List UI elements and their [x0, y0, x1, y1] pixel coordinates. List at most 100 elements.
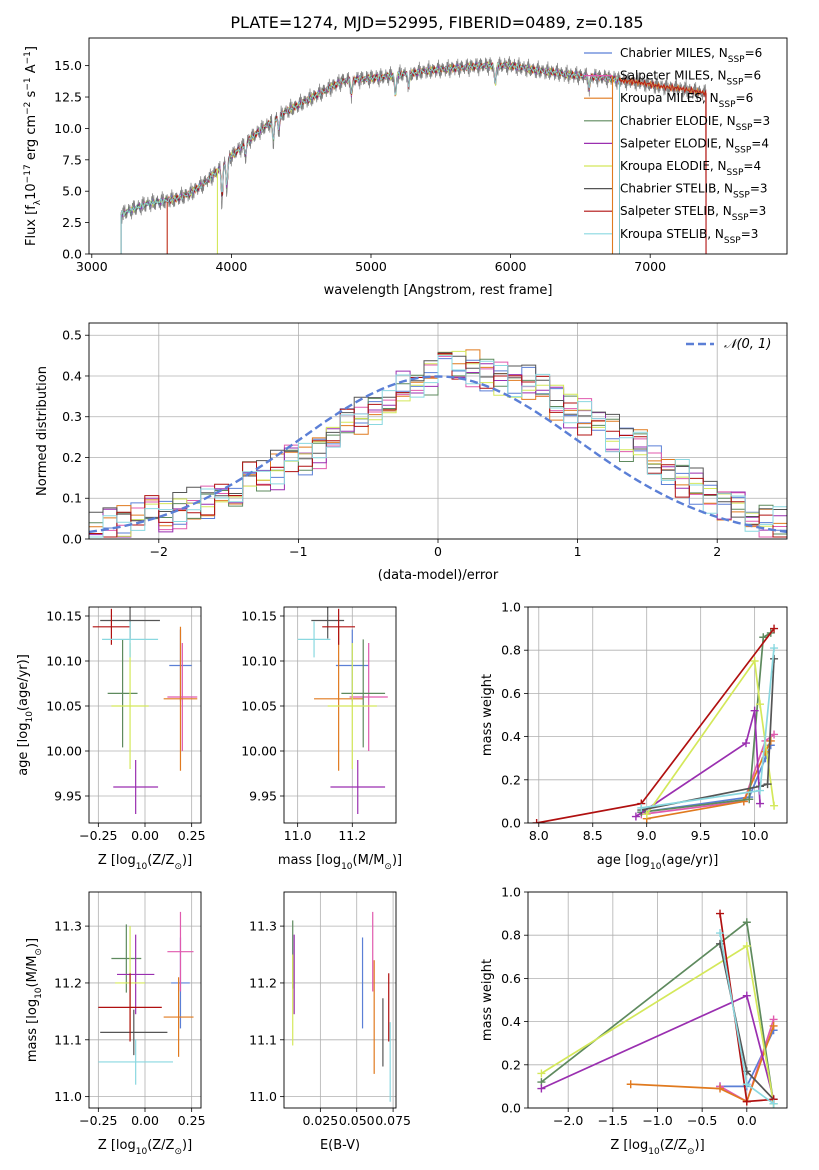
x-tick-label: 11.2	[338, 828, 366, 843]
legend-entry: Salpeter MILES, NSSP=6	[620, 69, 761, 88]
y-tick-label: 0.2	[501, 1057, 521, 1072]
mass-weight-marker	[750, 657, 759, 665]
plot-frame	[88, 891, 202, 1109]
y-axis-label-part: A	[24, 64, 39, 77]
y-axis-label-part: −17	[23, 164, 33, 183]
mass-weight-marker	[770, 644, 779, 653]
mass-weight-marker	[770, 801, 779, 810]
legend-entry: Kroupa ELODIE, NSSP=4	[620, 159, 761, 178]
age-vs-metallicity-panel: −0.25 0.00 0.25 9.95 10.00 10.05 10.10 10.15 Z […	[16, 606, 206, 872]
x-axis-label-part: )]	[182, 853, 192, 868]
y-tick-label: 10.00	[241, 744, 277, 759]
y-tick-label: 0.0	[501, 1101, 521, 1116]
y-tick-label: 0.2	[501, 772, 521, 787]
y-tick-label: 0.0	[501, 816, 521, 831]
x-axis-label-part: 10	[136, 1147, 148, 1157]
x-tick-label: 11.0	[284, 828, 312, 843]
x-tick-label: 2	[713, 544, 721, 559]
mass-weight-line	[630, 1025, 775, 1103]
x-axis-label-part: )]	[695, 1138, 705, 1153]
mass-weight-marker	[537, 1069, 546, 1078]
y-tick-label: 0.6	[501, 686, 521, 701]
x-tick-label: 10.0	[741, 828, 769, 843]
x-tick-label: 3000	[76, 259, 108, 274]
mass-weight-marker	[742, 1097, 751, 1106]
x-axis-label: wavelength [Angstrom, rest frame]	[324, 283, 553, 298]
x-tick-label: −2	[150, 544, 168, 559]
plot-frame	[283, 891, 397, 1109]
plot-frame	[527, 891, 788, 1109]
mass-weight-marker	[716, 1084, 725, 1093]
legend-entry-part: =3	[752, 114, 770, 128]
mass-weight-vs-age-panel: 8.0 8.5 9.0 9.5 10.0 0.0 0.2 0.4 0.6 0.8 1.0 mass w…	[480, 600, 788, 872]
x-tick-label: −0.25	[79, 1113, 117, 1128]
legend-entry-part: SSP	[719, 100, 736, 110]
legend-entry-part: SSP	[733, 191, 750, 201]
y-tick-label: 0.3	[62, 409, 82, 424]
y-axis-label-part: λ	[33, 199, 43, 205]
y-tick-label: 11.0	[54, 1089, 82, 1104]
x-axis-label-part: (M/M	[353, 853, 385, 868]
x-tick-label: 0.25	[178, 1113, 206, 1128]
x-axis-label: E(B-V)	[320, 1138, 360, 1153]
x-tick-label: 0.25	[178, 828, 206, 843]
x-axis-label: Z [log10(Z/Z⊙)]	[610, 1138, 704, 1157]
x-tick-label: −2.0	[553, 1113, 583, 1128]
legend-entry-part: SSP	[734, 145, 751, 155]
mass-weight-marker	[756, 700, 765, 709]
legend-entry-part: SSP	[732, 213, 749, 223]
legend-entry-part: Chabrier ELODIE, N	[620, 114, 736, 128]
legend-entry-part: SSP	[727, 78, 744, 88]
x-axis-label-part: (age/yr)]	[661, 853, 718, 868]
mass-weight-line	[646, 658, 775, 815]
mass-weight-marker	[742, 1080, 751, 1089]
x-axis-label-part: (Z/Z	[660, 1138, 687, 1153]
x-tick-label: 0.00	[131, 828, 159, 843]
mass-vs-extinction-panel: 0.025 0.050 0.075 11.0 11.1 11.2 11.3 E(B-V)	[249, 891, 411, 1153]
y-tick-label: 0.8	[501, 928, 521, 943]
mass-weight-line	[646, 740, 772, 820]
y-axis-label-part: −2	[23, 102, 33, 115]
mass-weight-marker	[631, 812, 640, 821]
mass-weight-marker	[756, 786, 765, 795]
x-axis-label-part: E(B-V)	[320, 1138, 360, 1153]
x-tick-label: −0.25	[79, 828, 117, 843]
y-axis-label-part: ]	[24, 46, 39, 51]
mass-weight-marker	[637, 803, 646, 812]
y-axis-label: Normed distribution	[35, 366, 50, 496]
legend-entry-part: =3	[749, 204, 767, 218]
legend-entry-part: Kroupa ELODIE, N	[620, 159, 727, 173]
legend-entry: Chabrier STELIB, NSSP=3	[620, 182, 768, 201]
y-axis-label-part: (age/yr)]	[16, 654, 31, 711]
y-tick-label: 0.6	[501, 971, 521, 986]
x-tick-label: −1	[289, 544, 307, 559]
mass-weight-marker	[741, 739, 750, 748]
legend-entry-part: Salpeter ELODIE, N	[620, 136, 734, 150]
y-tick-label: 11.1	[54, 1032, 82, 1047]
x-axis-label: Z [log10(Z/Z⊙)]	[98, 1138, 192, 1157]
x-axis-label: age [log10(age/yr)]	[597, 853, 719, 872]
y-tick-label: 5.0	[62, 184, 82, 199]
x-axis-label-part: 10	[341, 862, 353, 872]
y-tick-label: 10.15	[46, 609, 82, 624]
x-tick-label: 8.0	[529, 828, 549, 843]
legend-entry-part: Salpeter MILES, N	[620, 69, 727, 83]
y-axis-label-part: 10	[34, 987, 44, 999]
x-tick-label: −0.5	[687, 1113, 717, 1128]
legend-entry-part: Kroupa MILES, N	[620, 91, 719, 105]
x-axis-label-part: age [log	[597, 853, 650, 868]
y-tick-label: 15.0	[54, 58, 82, 73]
y-axis-label-part: 10	[25, 711, 35, 723]
figure-title: PLATE=1274, MJD=52995, FIBERID=0489, z=0…	[230, 13, 643, 32]
x-axis-label-part: ⊙	[687, 1147, 695, 1157]
y-axis-label-part: −1	[23, 77, 33, 90]
x-tick-label: 0.00	[131, 1113, 159, 1128]
y-axis-label-part: s	[24, 90, 39, 101]
x-axis-label: (data-model)/error	[378, 568, 499, 583]
y-tick-label: 10.0	[54, 121, 82, 136]
legend-entry-part: =4	[751, 136, 769, 150]
plot-frame	[88, 606, 202, 824]
legend-entry: Chabrier ELODIE, NSSP=3	[620, 114, 770, 133]
legend-entry-part: Kroupa STELIB, N	[620, 227, 724, 241]
